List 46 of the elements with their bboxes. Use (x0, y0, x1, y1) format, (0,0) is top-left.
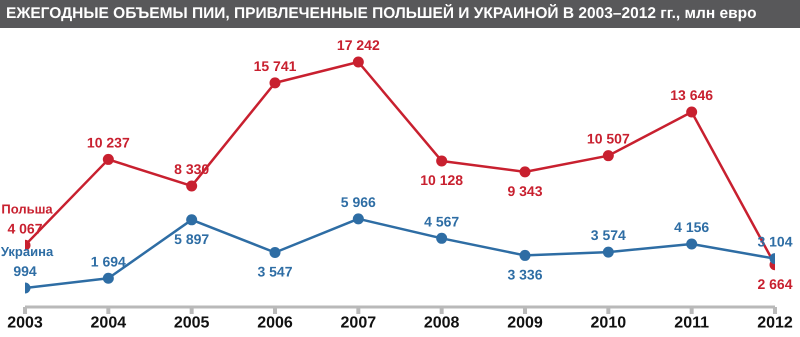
x-tick-label: 2007 (340, 314, 376, 332)
x-tick-label: 2009 (507, 314, 543, 332)
data-label: 2 664 (757, 276, 793, 292)
point (436, 232, 448, 244)
data-label: 4 567 (424, 213, 460, 230)
data-label: 3 336 (507, 266, 543, 282)
chart-title: ЕЖЕГОДНЫЕ ОБЪЕМЫ ПИИ, ПРИВЛЕЧЕННЫЕ ПОЛЬШЕЙ И УКРАИНОЙ В 2003–2012 гг., млн евро (0, 0, 800, 28)
x-tick-label: 2011 (674, 314, 710, 332)
data-label: 4 156 (674, 219, 710, 236)
data-label: 10 237 (86, 134, 130, 150)
data-label: 3 574 (590, 227, 626, 244)
x-tick-label: 2003 (7, 314, 43, 332)
point (686, 106, 698, 118)
point (270, 77, 280, 88)
point (102, 272, 114, 284)
x-tick-label: 2004 (90, 314, 126, 332)
data-label: 13 646 (670, 87, 714, 104)
x-tick-label: 2010 (590, 314, 626, 332)
point (102, 154, 114, 165)
data-label: 17 242 (336, 37, 380, 53)
data-label: 15 741 (254, 58, 297, 74)
point (602, 246, 614, 258)
point (270, 246, 280, 258)
point (186, 180, 198, 192)
point (686, 238, 698, 250)
data-label: 994 (13, 263, 37, 279)
point (520, 250, 530, 261)
data-label: 10 507 (586, 130, 630, 147)
point (352, 213, 364, 224)
data-label: 9 343 (507, 182, 543, 199)
series-label: Польша (1, 201, 54, 216)
series-label: Украина (0, 244, 54, 259)
x-tick-label: 2006 (257, 314, 293, 332)
point (602, 150, 614, 162)
data-label: 1 694 (90, 253, 126, 270)
point (436, 155, 448, 166)
point (186, 214, 198, 226)
point (520, 166, 530, 178)
data-label: 5 966 (340, 194, 376, 210)
x-tick-label: 2012 (757, 314, 793, 332)
point (352, 56, 364, 68)
x-tick-label: 2008 (424, 314, 460, 332)
x-tick-label: 2005 (174, 314, 210, 332)
data-label: 10 128 (420, 172, 464, 188)
data-label: 3 547 (257, 263, 293, 280)
data-label: 5 897 (174, 230, 210, 247)
